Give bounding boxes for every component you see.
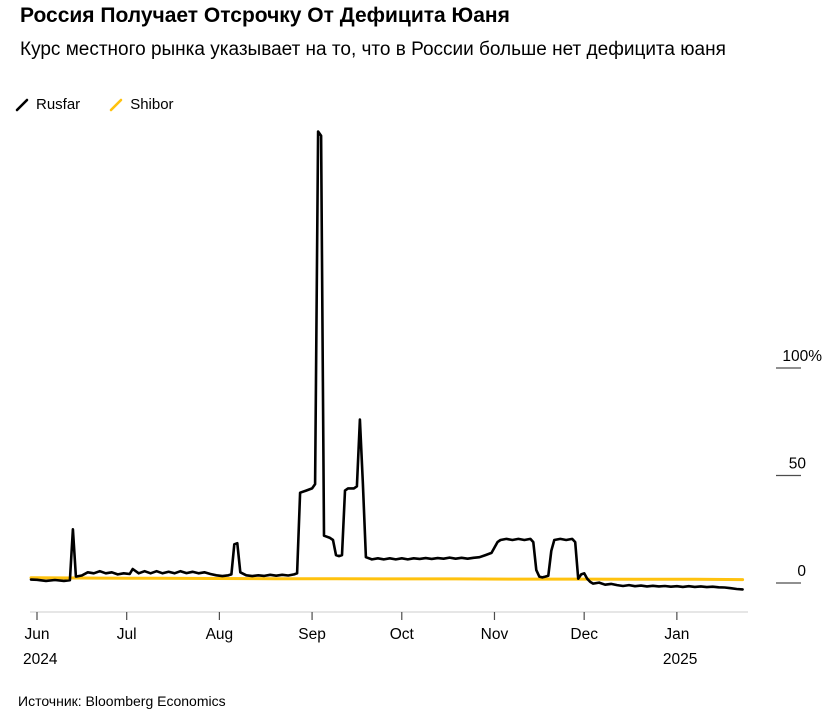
legend-label: Rusfar	[36, 96, 81, 113]
x-tick-label: Jan	[664, 626, 689, 643]
chart-legend: Rusfar Shibor	[14, 96, 174, 113]
x-tick-label: Nov	[481, 626, 509, 643]
y-tick-label: 50	[789, 456, 807, 473]
x-tick-label: Oct	[390, 626, 415, 643]
series-line-shibor	[29, 576, 745, 582]
chart-subtitle: Курс местного рынка указывает на то, что…	[20, 39, 726, 60]
legend-item-rusfar: Rusfar	[14, 96, 80, 113]
y-tick-label: 0	[797, 563, 806, 580]
x-year-label: 2024	[23, 651, 58, 668]
y-tick-label: 100%	[782, 348, 822, 365]
source-note: Источник: Bloomberg Economics	[18, 693, 226, 709]
legend-line-icon	[109, 98, 123, 111]
x-tick-label: Aug	[206, 626, 234, 643]
x-year-label: 2025	[663, 651, 697, 668]
chart-svg: Jun 2024 Jul Aug Sep Oct Nov Dec Jan 2025 100% 50 0	[23, 130, 822, 668]
legend-item-shibor: Shibor	[108, 96, 174, 113]
x-tick-label: Dec	[570, 626, 598, 643]
x-tick-label: Sep	[298, 626, 326, 643]
legend-label: Shibor	[130, 96, 174, 113]
x-tick-label: Jul	[117, 626, 137, 643]
legend-line-icon	[15, 98, 29, 111]
x-tick-label: Jun	[25, 626, 50, 643]
series-line-rusfar	[29, 130, 744, 591]
chart-title: Россия Получает Отсрочку От Дефицита Юан…	[20, 4, 510, 27]
